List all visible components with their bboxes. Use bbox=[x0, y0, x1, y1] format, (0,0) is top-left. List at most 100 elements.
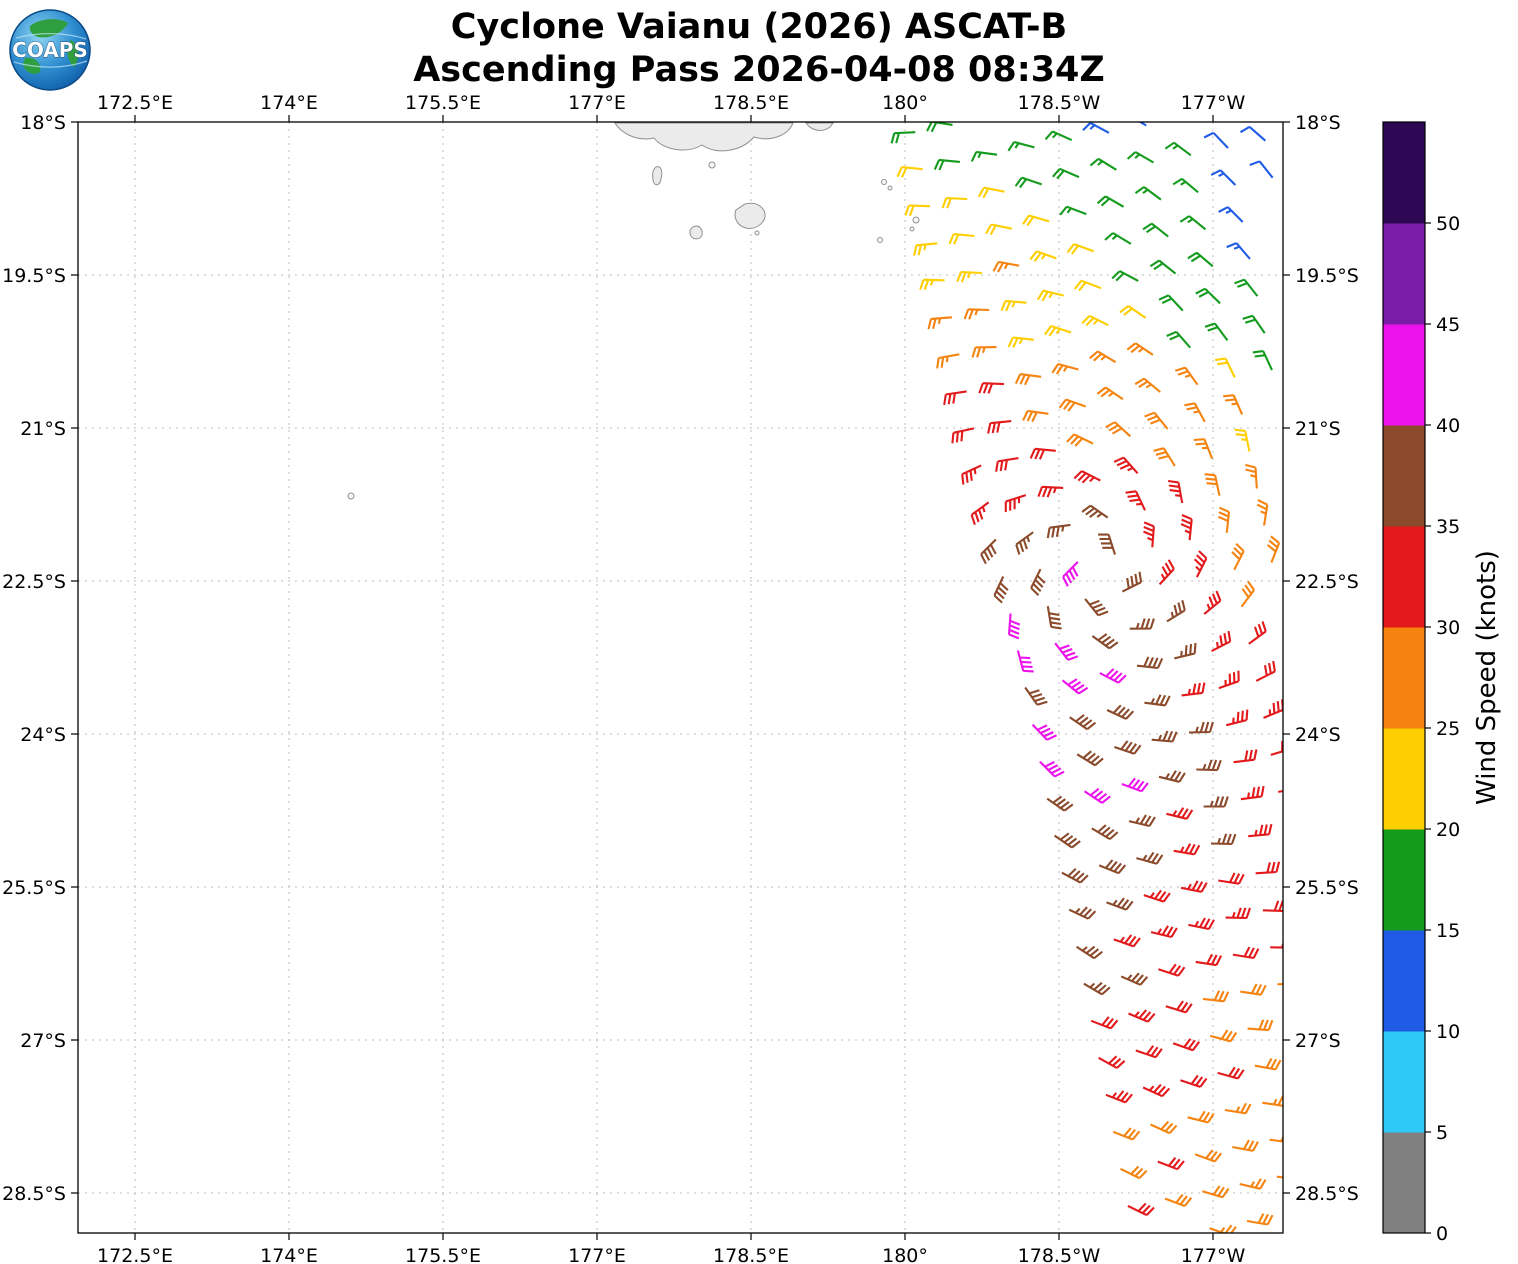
wind-barb bbox=[1128, 1009, 1156, 1023]
colorbar-tick-label: 0 bbox=[1436, 1223, 1448, 1245]
wind-barb bbox=[936, 353, 960, 369]
islet-coastline bbox=[708, 161, 716, 169]
wind-barb bbox=[1120, 122, 1147, 127]
wind-barb bbox=[1224, 1102, 1252, 1115]
x-tick-label-bottom: 178.5°E bbox=[713, 1245, 789, 1264]
wind-barb bbox=[980, 538, 997, 565]
wind-barb bbox=[1167, 479, 1184, 504]
island-coastline bbox=[804, 122, 834, 131]
wind-barbs-layer bbox=[890, 122, 1283, 1233]
wind-barb bbox=[1151, 730, 1178, 743]
wind-barb bbox=[1195, 287, 1221, 305]
x-tick-label-top: 178.5°W bbox=[1018, 92, 1101, 114]
wind-barb bbox=[1051, 362, 1079, 375]
wind-barb bbox=[1136, 851, 1164, 865]
colorbar-segment bbox=[1383, 930, 1425, 1032]
colorbar-tick-label: 45 bbox=[1436, 314, 1460, 336]
wind-barb bbox=[1254, 1058, 1282, 1071]
x-tick-label-top: 175.5°E bbox=[405, 92, 481, 114]
wind-barb bbox=[1062, 561, 1079, 587]
wind-barb bbox=[1179, 215, 1207, 231]
wind-barb bbox=[1044, 130, 1073, 142]
wind-barb bbox=[1007, 140, 1035, 152]
wind-barb bbox=[1113, 934, 1141, 948]
wind-barb bbox=[1174, 642, 1197, 660]
wind-barb bbox=[1022, 409, 1049, 423]
wind-barb bbox=[1187, 251, 1214, 268]
wind-barb bbox=[1157, 1157, 1185, 1171]
wind-barb bbox=[1172, 177, 1199, 194]
island-coastline bbox=[652, 166, 663, 186]
colorbar-tick-label: 35 bbox=[1436, 516, 1460, 538]
wind-barb bbox=[1165, 1000, 1193, 1014]
wind-barb bbox=[1126, 342, 1154, 356]
x-tick-label-bottom: 175.5°E bbox=[405, 1245, 481, 1264]
wind-barb bbox=[1129, 618, 1155, 630]
wind-barb bbox=[913, 242, 938, 256]
wind-barb bbox=[1134, 377, 1161, 393]
x-tick-label-bottom: 177°W bbox=[1181, 1245, 1246, 1264]
wind-barb bbox=[1202, 1185, 1230, 1199]
wind-barb bbox=[1252, 350, 1273, 371]
x-tick-label-top: 172.5°E bbox=[97, 92, 173, 114]
chart-title-line2: Ascending Pass 2026-04-08 08:34Z bbox=[413, 49, 1105, 90]
x-tick-label-top: 177°E bbox=[568, 92, 626, 114]
wind-barb bbox=[1172, 1038, 1201, 1052]
grid-layer bbox=[78, 121, 1283, 1233]
wind-barb bbox=[1255, 660, 1276, 682]
wind-barb bbox=[1184, 402, 1206, 423]
wind-barb bbox=[1014, 176, 1043, 189]
wind-barb bbox=[1024, 686, 1048, 706]
wind-barb bbox=[978, 382, 1004, 394]
wind-barb bbox=[1231, 542, 1245, 571]
coastline-layer bbox=[347, 122, 920, 500]
wind-barb bbox=[1090, 1016, 1119, 1030]
wind-barb bbox=[1099, 668, 1127, 684]
wind-barb bbox=[1061, 868, 1089, 884]
colorbar-tick-label: 5 bbox=[1436, 1122, 1448, 1144]
island-coastline bbox=[734, 202, 766, 229]
chart-title-line1: Cyclone Vaianu (2026) ASCAT-B bbox=[450, 7, 1068, 47]
wind-barb bbox=[1113, 456, 1139, 474]
y-tick-label-right: 21°S bbox=[1295, 418, 1341, 440]
wind-barb bbox=[1245, 463, 1258, 489]
wind-barb bbox=[1046, 606, 1062, 630]
wind-barb bbox=[987, 420, 1012, 434]
wind-barb bbox=[1135, 1045, 1163, 1059]
wind-barb bbox=[1269, 1135, 1283, 1143]
wind-barb bbox=[1276, 1175, 1283, 1179]
wind-barb bbox=[1121, 777, 1149, 793]
wind-barb bbox=[1031, 723, 1057, 741]
wind-barb bbox=[1083, 981, 1111, 996]
colorbar-tick-label: 20 bbox=[1436, 819, 1460, 841]
islet-coastline bbox=[347, 492, 355, 500]
x-tick-label-top: 174°E bbox=[260, 92, 318, 114]
wind-barb bbox=[1016, 650, 1034, 673]
wind-barb bbox=[1209, 1224, 1237, 1233]
wind-barb bbox=[933, 158, 961, 171]
wind-barb bbox=[1098, 859, 1127, 875]
wind-barb bbox=[1073, 470, 1101, 484]
island-coastline bbox=[614, 122, 794, 152]
chart-title-block: Cyclone Vaianu (2026) ASCAT-B Ascending … bbox=[0, 6, 1518, 91]
colorbar-segment bbox=[1383, 223, 1425, 325]
wind-barb bbox=[1111, 270, 1139, 282]
wind-barb bbox=[1142, 1083, 1171, 1098]
wind-barb bbox=[1014, 373, 1042, 386]
wind-barb bbox=[1239, 1178, 1267, 1190]
wind-barb bbox=[1134, 186, 1162, 201]
wind-barb bbox=[1022, 214, 1050, 227]
wind-barb bbox=[1098, 1055, 1126, 1069]
islet-coastline bbox=[909, 226, 915, 232]
y-tick-label-right: 24°S bbox=[1295, 724, 1341, 746]
colorbar-segment bbox=[1383, 425, 1425, 527]
wind-barb bbox=[1125, 490, 1146, 511]
wind-barb bbox=[1218, 206, 1244, 223]
wind-barb bbox=[1082, 122, 1110, 134]
wind-barb bbox=[1239, 125, 1266, 142]
y-tick-label-right: 22.5°S bbox=[1295, 571, 1359, 593]
wind-barb bbox=[1232, 946, 1260, 960]
wind-barb bbox=[1246, 1213, 1274, 1226]
wind-barb bbox=[1256, 499, 1269, 526]
wind-barb bbox=[1150, 1120, 1178, 1135]
